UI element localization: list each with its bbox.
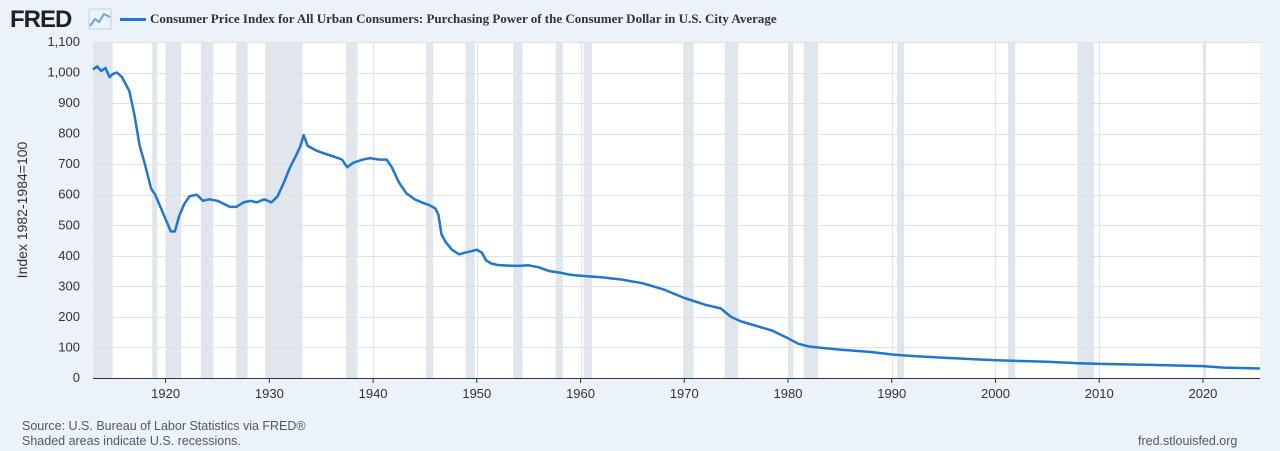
recession-band-4 [236, 42, 248, 378]
recession-band-5 [265, 42, 303, 378]
recession-band-3 [200, 42, 214, 378]
recession-band-8 [465, 42, 475, 378]
series-group [92, 65, 1261, 370]
recession-band-11 [583, 42, 592, 378]
recession-band-19 [1203, 42, 1207, 378]
x-tick-label: 2010 [1085, 386, 1114, 401]
recession-band-0 [93, 42, 113, 378]
recession-band-6 [346, 42, 358, 378]
recession-band-7 [425, 42, 434, 378]
site-link[interactable]: fred.stlouisfed.org [1138, 434, 1238, 448]
y-tick-label: 0 [73, 370, 80, 385]
x-tick-label: 1930 [255, 386, 284, 401]
x-tick-label: 1960 [566, 386, 595, 401]
y-axis-label: Index 1982-1984=100 [14, 141, 30, 278]
x-tick-label: 1920 [151, 386, 180, 401]
y-tick-label: 800 [58, 126, 80, 141]
y-tick-label: 700 [58, 156, 80, 171]
y-tick-label: 200 [58, 309, 80, 324]
recession-band-13 [724, 42, 739, 378]
x-tick-label: 1990 [877, 386, 906, 401]
recession-band-15 [803, 42, 819, 378]
x-tick-label: 1940 [359, 386, 388, 401]
series-title[interactable]: Consumer Price Index for All Urban Consu… [150, 11, 777, 26]
y-tick-label: 500 [58, 217, 80, 232]
y-tick-label: 600 [58, 187, 80, 202]
recession-band-1 [152, 42, 158, 378]
chart-header: FRED Consumer Price Index for All Urban … [0, 0, 1280, 40]
source-note: Source: U.S. Bureau of Labor Statistics … [22, 419, 306, 433]
recession-band-16 [896, 42, 905, 378]
y-tick-label: 400 [58, 248, 80, 263]
line-graph-icon [88, 8, 112, 30]
recession-band-10 [555, 42, 563, 378]
fred-logo[interactable]: FRED [10, 6, 72, 33]
recession-band-12 [683, 42, 694, 378]
x-axis-ticks: 1920 1930 1940 1950 1960 1970 1980 1990 2000 2010… [151, 378, 1217, 401]
legend-swatch [120, 18, 146, 21]
y-tick-label: 100 [58, 339, 80, 354]
grid-lines [93, 42, 1260, 378]
y-tick-label: 1,100 [47, 34, 80, 49]
y-tick-label: 1,000 [47, 65, 80, 80]
recession-band-14 [788, 42, 794, 378]
x-tick-label: 1980 [774, 386, 803, 401]
recession-band-2 [165, 42, 182, 378]
x-tick-label: 1950 [462, 386, 491, 401]
recession-band-18 [1077, 42, 1095, 378]
recession-shading [93, 42, 1207, 378]
recession-band-9 [513, 42, 523, 378]
x-tick-label: 2000 [981, 386, 1010, 401]
recession-band-17 [1007, 42, 1016, 378]
y-axis-ticks: 0 100 200 300 400 500 600 700 800 900 1,000 1,100 [47, 34, 80, 385]
recession-note: Shaded areas indicate U.S. recessions. [22, 434, 241, 448]
y-tick-label: 300 [58, 278, 80, 293]
series-line-0 [92, 65, 1261, 370]
x-tick-label: 1970 [670, 386, 699, 401]
x-tick-label: 2020 [1188, 386, 1217, 401]
y-tick-label: 900 [58, 95, 80, 110]
